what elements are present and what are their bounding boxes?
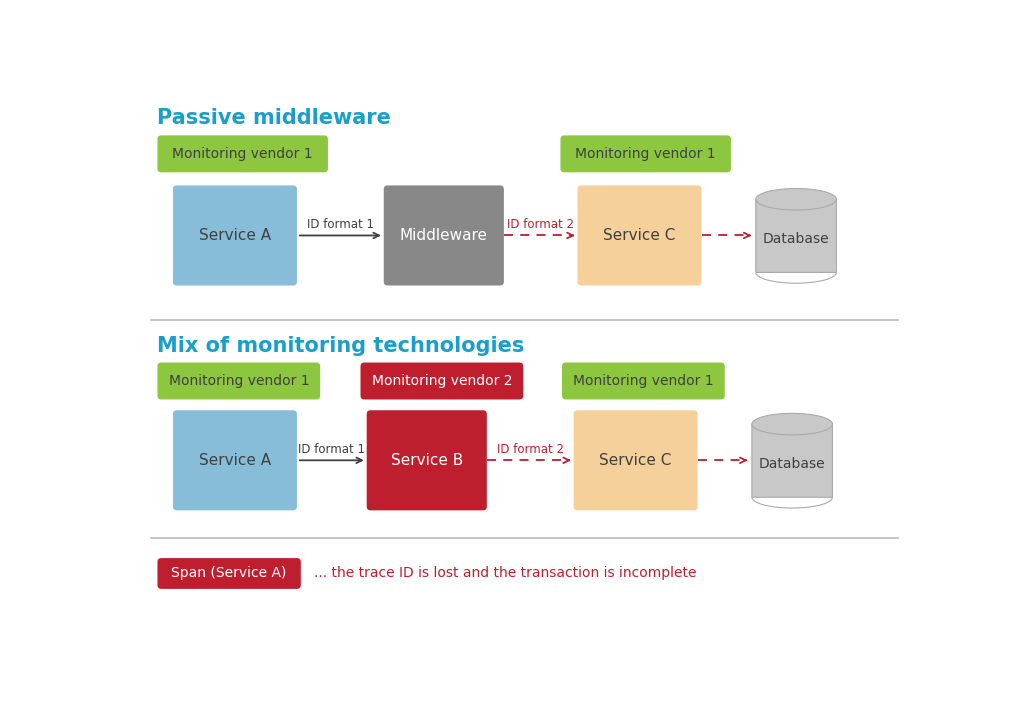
FancyBboxPatch shape — [560, 135, 731, 172]
FancyBboxPatch shape — [384, 186, 504, 286]
Text: ID format 2: ID format 2 — [497, 443, 564, 456]
Text: Service B: Service B — [390, 453, 463, 468]
FancyBboxPatch shape — [173, 186, 297, 286]
Text: ID format 1: ID format 1 — [307, 218, 374, 231]
Ellipse shape — [756, 188, 837, 210]
Text: Monitoring vendor 2: Monitoring vendor 2 — [372, 374, 512, 388]
Text: Service C: Service C — [603, 228, 676, 243]
FancyBboxPatch shape — [158, 363, 321, 400]
Text: ... the trace ID is lost and the transaction is incomplete: ... the trace ID is lost and the transac… — [314, 567, 696, 580]
Text: ID format 1: ID format 1 — [298, 443, 366, 456]
Ellipse shape — [752, 413, 833, 435]
FancyBboxPatch shape — [360, 363, 523, 400]
Text: Service C: Service C — [599, 453, 672, 468]
FancyBboxPatch shape — [756, 199, 837, 272]
Text: Monitoring vendor 1: Monitoring vendor 1 — [575, 147, 716, 161]
FancyBboxPatch shape — [562, 363, 725, 400]
Text: Database: Database — [759, 457, 825, 471]
Text: Mix of monitoring technologies: Mix of monitoring technologies — [158, 336, 525, 356]
Text: Passive middleware: Passive middleware — [158, 107, 391, 128]
Text: Service A: Service A — [199, 228, 271, 243]
FancyBboxPatch shape — [158, 558, 301, 589]
Text: ID format 2: ID format 2 — [507, 218, 574, 231]
FancyBboxPatch shape — [158, 135, 328, 172]
FancyBboxPatch shape — [173, 410, 297, 510]
FancyBboxPatch shape — [578, 186, 701, 286]
FancyBboxPatch shape — [367, 410, 486, 510]
Text: Service A: Service A — [199, 453, 271, 468]
FancyBboxPatch shape — [573, 410, 697, 510]
Text: Monitoring vendor 1: Monitoring vendor 1 — [172, 147, 313, 161]
Text: Middleware: Middleware — [399, 228, 487, 243]
Text: Monitoring vendor 1: Monitoring vendor 1 — [169, 374, 309, 388]
Text: Monitoring vendor 1: Monitoring vendor 1 — [573, 374, 714, 388]
Text: Database: Database — [763, 232, 829, 246]
FancyBboxPatch shape — [752, 424, 833, 497]
Text: Span (Service A): Span (Service A) — [171, 567, 287, 580]
